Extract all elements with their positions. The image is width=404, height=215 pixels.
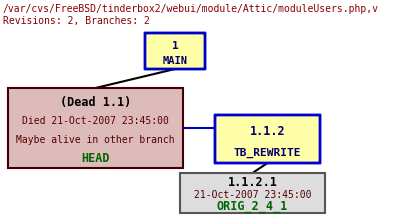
Text: Died 21-Oct-2007 23:45:00: Died 21-Oct-2007 23:45:00 <box>22 117 169 126</box>
Text: /var/cvs/FreeBSD/tinderbox2/webui/module/Attic/moduleUsers.php,v: /var/cvs/FreeBSD/tinderbox2/webui/module… <box>3 4 379 14</box>
Text: 1: 1 <box>172 40 179 51</box>
Text: ORIG_2_4_1: ORIG_2_4_1 <box>217 200 288 213</box>
Text: HEAD: HEAD <box>81 152 110 165</box>
Text: MAIN: MAIN <box>162 56 187 66</box>
Text: Revisions: 2, Branches: 2: Revisions: 2, Branches: 2 <box>3 16 150 26</box>
Text: 1.1.2.1: 1.1.2.1 <box>227 176 278 189</box>
FancyBboxPatch shape <box>180 173 325 213</box>
Text: Maybe alive in other branch: Maybe alive in other branch <box>16 135 175 145</box>
FancyBboxPatch shape <box>215 115 320 163</box>
FancyBboxPatch shape <box>145 33 205 69</box>
Text: TB_REWRITE: TB_REWRITE <box>234 147 301 158</box>
Text: (Dead 1.1): (Dead 1.1) <box>60 96 131 109</box>
Text: 21-Oct-2007 23:45:00: 21-Oct-2007 23:45:00 <box>194 190 311 200</box>
FancyBboxPatch shape <box>8 88 183 168</box>
Text: 1.1.2: 1.1.2 <box>250 125 285 138</box>
